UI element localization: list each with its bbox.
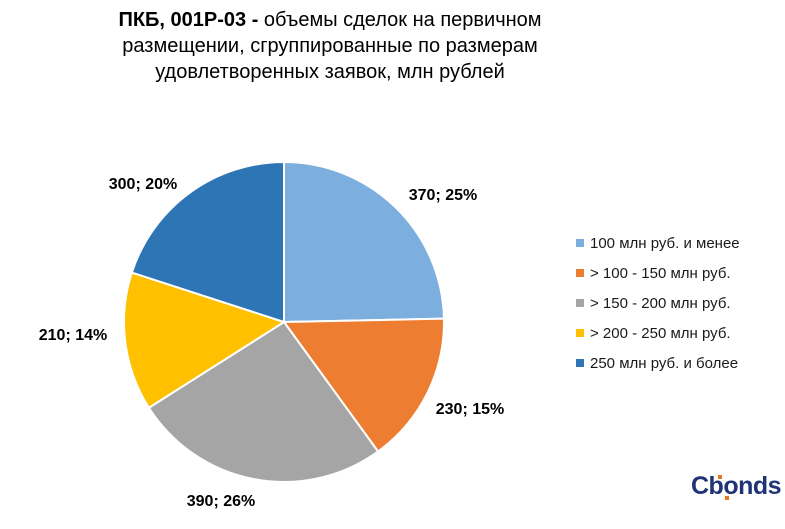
legend-swatch-icon bbox=[576, 329, 584, 337]
legend-item-label: 100 млн руб. и менее bbox=[590, 234, 740, 252]
chart-title-line1: ПКБ, 001Р-03 - объемы сделок на первично… bbox=[40, 7, 620, 33]
legend-item-2: > 100 - 150 млн руб. bbox=[576, 258, 740, 288]
cbonds-logo-text: Cbonds bbox=[691, 472, 782, 500]
chart-title: ПКБ, 001Р-03 - объемы сделок на первично… bbox=[40, 7, 620, 85]
chart-title-line2: размещении, сгруппированные по размерам bbox=[122, 35, 538, 57]
cbonds-logo-dot-bottom bbox=[725, 496, 729, 500]
legend-swatch-icon bbox=[576, 359, 584, 367]
data-label-3: 390; 26% bbox=[187, 493, 256, 510]
data-label-5: 300; 20% bbox=[109, 176, 178, 193]
pie-chart: 370; 25% 230; 15% 390; 26% 210; 14% 300; 20% bbox=[39, 161, 505, 510]
cbonds-logo: Cbonds bbox=[691, 472, 782, 500]
legend-item-label: > 200 - 250 млн руб. bbox=[590, 324, 731, 342]
cbonds-logo-dot-top bbox=[718, 475, 722, 479]
chart-title-bold: ПКБ, 001Р-03 - bbox=[118, 9, 264, 31]
legend-item-3: > 150 - 200 млн руб. bbox=[576, 288, 740, 318]
legend-item-5: 250 млн руб. и более bbox=[576, 348, 740, 378]
pie-slice-4 bbox=[123, 271, 285, 409]
legend-item-label: > 100 - 150 млн руб. bbox=[590, 264, 731, 282]
chart-title-line1-rest: объемы сделок на первичном bbox=[263, 9, 542, 31]
data-label-1: 370; 25% bbox=[409, 187, 478, 204]
data-label-4: 210; 14% bbox=[39, 327, 108, 344]
pie-slice-3 bbox=[147, 321, 380, 483]
chart-title-line3: удовлетворенных заявок, млн рублей bbox=[155, 61, 505, 83]
pie-slice-5 bbox=[130, 161, 285, 323]
legend-item-1: 100 млн руб. и менее bbox=[576, 228, 740, 258]
legend: 100 млн руб. и менее > 100 - 150 млн руб.… bbox=[576, 228, 740, 378]
legend-swatch-icon bbox=[576, 269, 584, 277]
pie-slice-1 bbox=[283, 161, 445, 323]
data-label-2: 230; 15% bbox=[436, 401, 505, 418]
legend-item-label: 250 млн руб. и более bbox=[590, 354, 739, 372]
legend-swatch-icon bbox=[576, 299, 584, 307]
legend-swatch-icon bbox=[576, 239, 584, 247]
legend-item-label: > 150 - 200 млн руб. bbox=[590, 294, 731, 312]
legend-item-4: > 200 - 250 млн руб. bbox=[576, 318, 740, 348]
pie-slice-2 bbox=[283, 317, 445, 453]
